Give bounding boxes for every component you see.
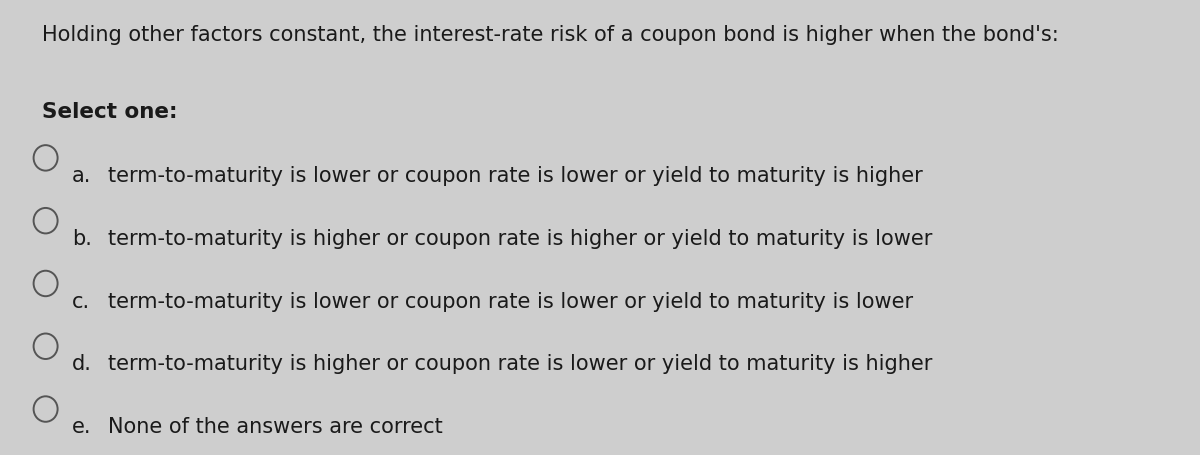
Text: b.: b. <box>72 229 92 249</box>
Text: d.: d. <box>72 354 92 374</box>
Text: a.: a. <box>72 166 91 186</box>
Text: term-to-maturity is lower or coupon rate is lower or yield to maturity is higher: term-to-maturity is lower or coupon rate… <box>108 166 923 186</box>
Text: Select one:: Select one: <box>42 102 178 122</box>
Text: term-to-maturity is higher or coupon rate is lower or yield to maturity is highe: term-to-maturity is higher or coupon rat… <box>108 354 932 374</box>
Text: term-to-maturity is higher or coupon rate is higher or yield to maturity is lowe: term-to-maturity is higher or coupon rat… <box>108 229 932 249</box>
Text: Holding other factors constant, the interest-rate risk of a coupon bond is highe: Holding other factors constant, the inte… <box>42 25 1058 45</box>
Text: e.: e. <box>72 417 91 437</box>
Text: c.: c. <box>72 292 90 312</box>
Text: None of the answers are correct: None of the answers are correct <box>108 417 443 437</box>
Text: term-to-maturity is lower or coupon rate is lower or yield to maturity is lower: term-to-maturity is lower or coupon rate… <box>108 292 913 312</box>
